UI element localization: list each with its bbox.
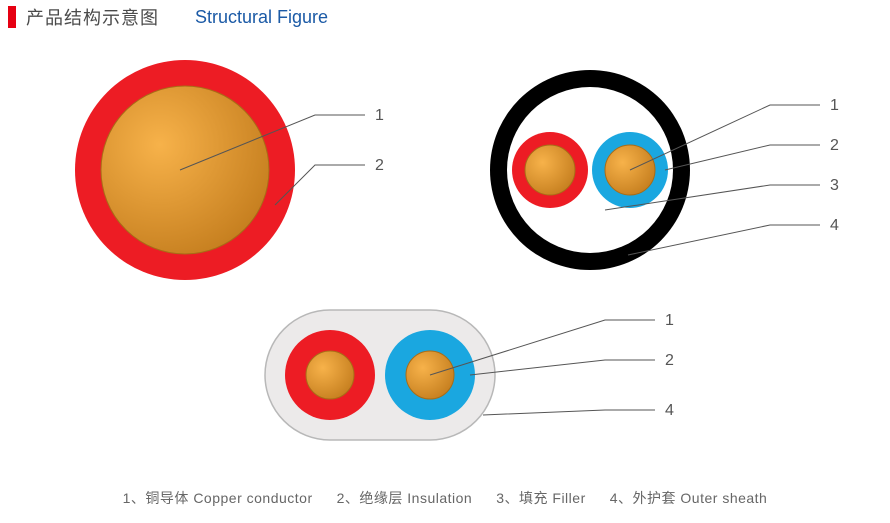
diagram-twin-round: 1 2 3 4 (470, 65, 870, 280)
header-accent-bar (8, 6, 16, 28)
callout-label: 3 (830, 177, 839, 194)
callout-label: 4 (830, 217, 839, 234)
callout-label: 2 (830, 137, 839, 154)
callout-label: 1 (665, 312, 674, 329)
title-english: Structural Figure (195, 7, 328, 28)
callout-label: 2 (665, 352, 674, 369)
title-chinese: 产品结构示意图 (26, 4, 159, 30)
copper-conductor (525, 145, 575, 195)
diagram-single-core: 12 (65, 55, 405, 290)
callout-label: 1 (830, 97, 839, 114)
legend-item: 2、绝缘层 Insulation (337, 490, 473, 506)
callout-label: 4 (665, 402, 674, 419)
copper-conductor (306, 351, 354, 399)
header: 产品结构示意图 Structural Figure (8, 4, 328, 30)
diagram-twin-flat: 1 2 4 (255, 300, 705, 465)
legend-item: 3、填充 Filler (496, 490, 586, 506)
copper-conductor (101, 86, 269, 254)
callout-label: 1 (375, 107, 384, 124)
legend: 1、铜导体 Copper conductor 2、绝缘层 Insulation 3、… (0, 488, 890, 508)
callout-label: 2 (375, 157, 384, 174)
legend-item: 4、外护套 Outer sheath (610, 490, 768, 506)
legend-item: 1、铜导体 Copper conductor (123, 490, 313, 506)
